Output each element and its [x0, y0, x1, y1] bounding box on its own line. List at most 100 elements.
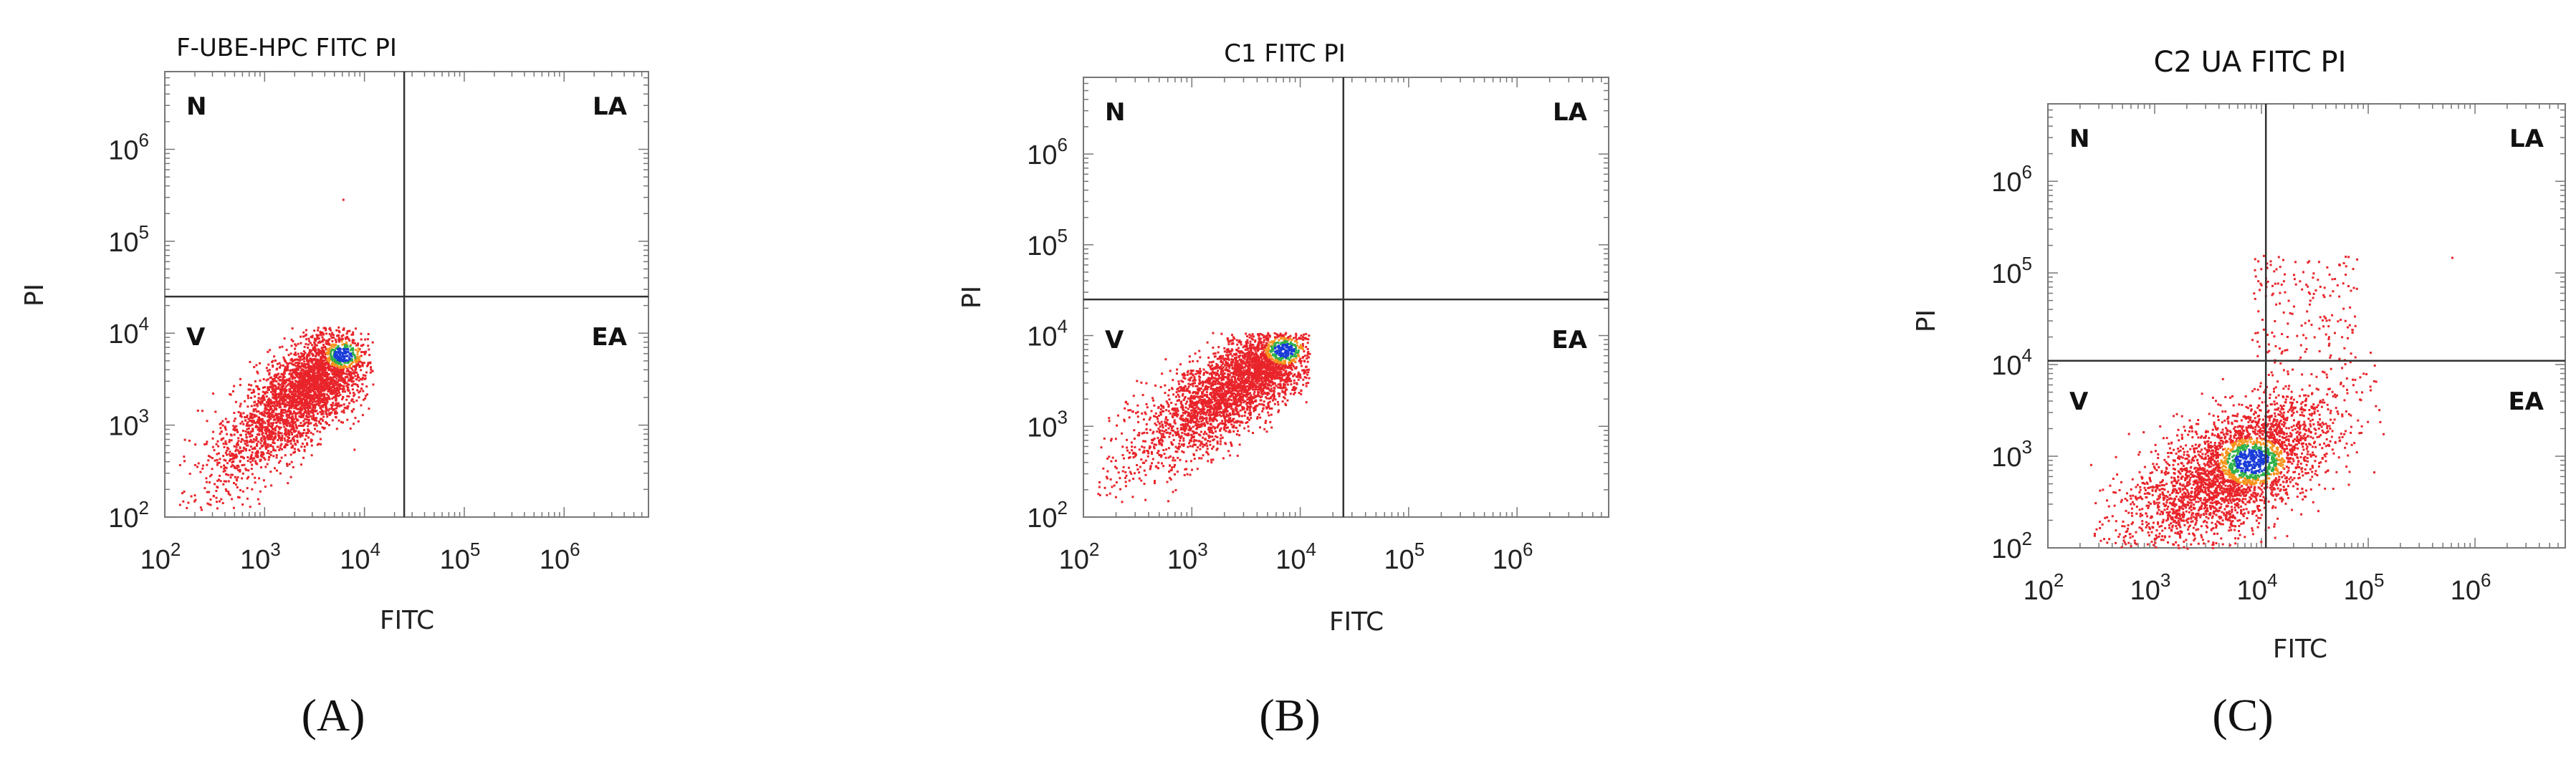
panel-b-data-point — [1205, 433, 1208, 435]
panel-b-data-point — [1212, 407, 1215, 410]
panel-b-data-point — [1248, 430, 1250, 433]
panel-b-data-point — [1199, 408, 1202, 411]
panel-b-data-point — [1258, 413, 1260, 416]
panel-a-data-point — [247, 418, 250, 420]
panel-a-data-point — [330, 345, 333, 348]
panel-a-data-point — [312, 358, 315, 360]
panel-b-data-point — [1149, 468, 1151, 471]
panel-a-data-point — [178, 503, 181, 506]
panel-b-data-point — [1192, 360, 1194, 362]
panel-a-data-point — [342, 334, 345, 337]
panel-b-data-point — [1201, 392, 1203, 395]
panel-b-x-tick-label: 103 — [1167, 539, 1208, 575]
panel-a-data-point — [288, 422, 291, 425]
panel-b-data-point — [1246, 421, 1249, 423]
panel-a-data-point — [299, 371, 302, 374]
panel-a-data-point — [260, 453, 263, 456]
panel-a-data-point — [302, 432, 305, 435]
panel-a-data-point — [261, 401, 264, 404]
panel-a-data-point — [313, 405, 316, 407]
panel-b-y-tick-exponent: 4 — [1058, 316, 1068, 337]
panel-a-data-point — [231, 464, 234, 467]
panel-a-data-point — [346, 337, 349, 339]
panel-a-data-point — [257, 399, 259, 402]
panel-a-data-point — [306, 383, 309, 386]
panel-b-data-point — [1176, 447, 1179, 450]
panel-b-data-point — [1183, 388, 1186, 391]
panel-b-data-point — [1190, 439, 1193, 442]
panel-a-data-point — [313, 341, 316, 344]
panel-a-data-point — [324, 368, 327, 371]
panel-a-data-point — [268, 372, 271, 375]
panel-a-label: (A) — [302, 690, 365, 741]
panel-a-data-point — [277, 445, 279, 448]
panel-a-data-point — [329, 367, 332, 370]
panel-a-data-point — [355, 327, 357, 330]
panel-a-data-point — [338, 385, 341, 387]
panel-a-data-point — [286, 367, 289, 369]
panel-a-data-point — [254, 460, 257, 463]
panel-a-data-point — [273, 378, 276, 380]
panel-a-data-point — [340, 352, 343, 355]
panel-a-data-point — [284, 420, 287, 423]
panel-a-data-point — [274, 389, 277, 392]
panel-a-data-point — [297, 432, 300, 435]
panel-a-data-point — [297, 448, 300, 451]
panel-b-data-point — [1106, 493, 1109, 496]
panel-a-data-point — [314, 417, 317, 420]
panel-a-plot-frame — [164, 71, 649, 518]
panel-a-data-point — [262, 479, 265, 482]
panel-a-outlier-point — [342, 198, 345, 201]
panel-b-data-point — [1177, 393, 1179, 396]
panel-b-data-point — [1159, 411, 1162, 414]
panel-a-data-point — [271, 423, 274, 425]
panel-b-data-point — [1209, 410, 1212, 413]
panel-a-data-point — [272, 365, 274, 368]
panel-b-data-point — [1230, 441, 1232, 444]
panel-b-data-point — [1192, 385, 1194, 387]
panel-a-data-point — [351, 398, 354, 401]
panel-a-data-point — [201, 508, 203, 511]
panel-a-data-point — [261, 397, 263, 400]
panel-b-data-point — [1136, 464, 1139, 466]
panel-b-data-point — [1201, 385, 1204, 387]
panel-a-data-point — [360, 361, 363, 364]
panel-a-data-point — [332, 390, 335, 392]
panel-a-data-point — [274, 428, 277, 430]
panel-b-data-point — [1187, 418, 1189, 420]
panel-a-data-point — [267, 415, 269, 418]
panel-a-data-point — [265, 430, 268, 433]
panel-b-data-point — [1221, 420, 1224, 423]
panel-a-data-point — [241, 420, 244, 423]
panel-a-data-point — [352, 372, 355, 375]
panel-b-data-point — [1146, 450, 1149, 453]
panel-b-data-point — [1189, 383, 1192, 386]
panel-a-data-point — [206, 491, 209, 493]
panel-b-data-point — [1128, 479, 1131, 482]
panel-a-data-point — [268, 428, 271, 431]
panel-b-data-point — [1187, 411, 1189, 414]
panel-a-data-point — [288, 396, 290, 399]
panel-b-data-point — [1212, 411, 1215, 414]
panel-b-data-point — [1189, 403, 1192, 406]
panel-a-data-point — [344, 344, 347, 346]
panel-a-data-point — [305, 363, 308, 366]
panel-b-data-point — [1241, 408, 1244, 411]
panel-a-data-point — [222, 437, 225, 440]
panel-b-data-point — [1182, 418, 1184, 420]
panel-b-data-point — [1182, 406, 1184, 408]
panel-b-data-point — [1183, 390, 1186, 392]
panel-a-data-point — [304, 383, 307, 386]
panel-a-data-point — [320, 376, 323, 379]
panel-a-data-point — [311, 344, 314, 347]
panel-a-data-point — [270, 425, 273, 428]
panel-a-data-point — [269, 349, 272, 352]
panel-a-data-point — [345, 398, 348, 401]
panel-a-data-point — [297, 385, 300, 388]
panel-a-data-point — [252, 428, 254, 430]
panel-a-data-point — [243, 463, 246, 466]
panel-a-data-point — [272, 385, 275, 387]
panel-a-data-point — [320, 358, 323, 361]
panel-a-data-point — [246, 421, 249, 424]
panel-a-data-point — [360, 338, 363, 341]
